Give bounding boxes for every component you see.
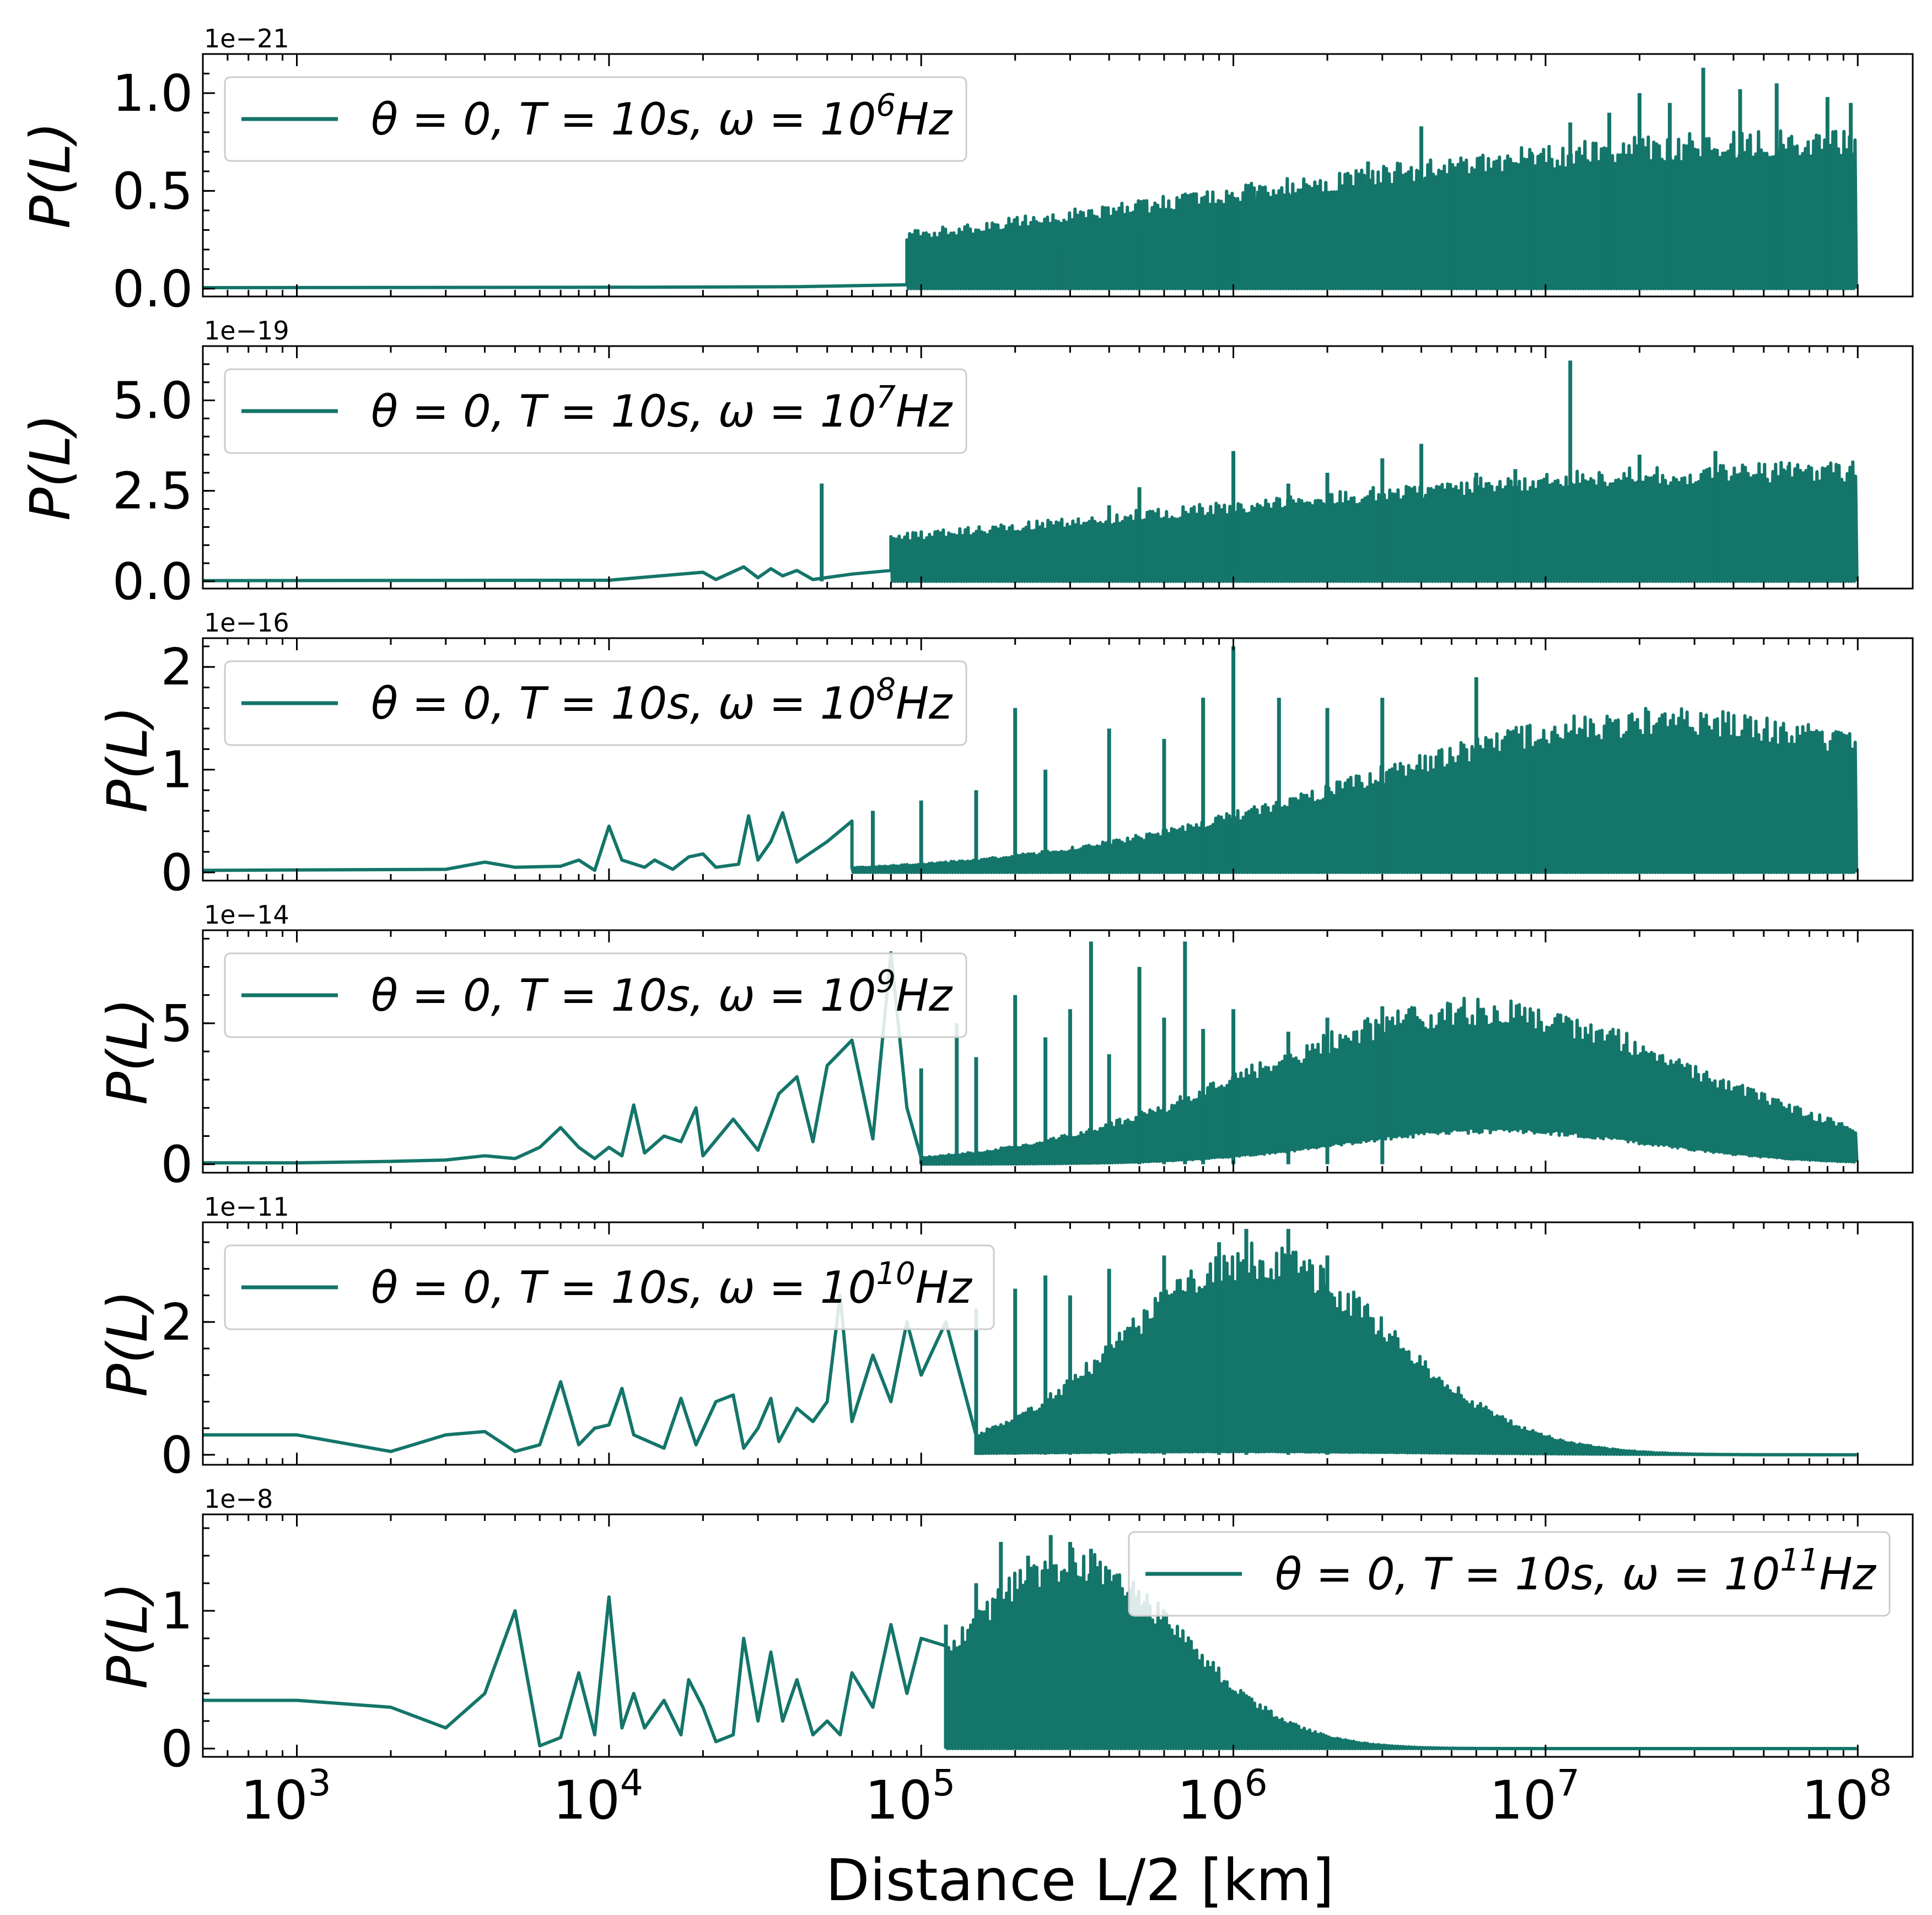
- x-axis-label: Distance L/2 [km]: [826, 1847, 1334, 1914]
- y-tick-label: 1.0: [112, 64, 193, 123]
- legend: θ = 0, T = 10s, ω = 106Hz: [224, 76, 967, 162]
- legend: θ = 0, T = 10s, ω = 108Hz: [224, 660, 967, 746]
- legend: θ = 0, T = 10s, ω = 1011Hz: [1128, 1531, 1891, 1617]
- y-exponent-label: 1e−21: [204, 24, 289, 53]
- y-tick-label: 0.0: [112, 552, 193, 611]
- legend-label: θ = 0, T = 10s, ω = 109Hz: [371, 964, 953, 1021]
- panel-1: 0.0 0.5 1.0 1e−21 P(L) θ = 0, T = 10s, ω = 10…: [18, 24, 1914, 319]
- legend: θ = 0, T = 10s, ω = 109Hz: [224, 952, 967, 1038]
- y-exponent-label: 1e−16: [204, 608, 289, 638]
- x-tick-label: 107: [1489, 1762, 1580, 1831]
- legend-label: θ = 0, T = 10s, ω = 1010Hz: [371, 1256, 973, 1313]
- y-tick-label: 0: [160, 843, 193, 902]
- y-tick-label: 1: [160, 1582, 193, 1641]
- legend-box: [224, 952, 967, 1038]
- series-line: [203, 460, 1859, 583]
- y-exponent-label: 1e−11: [204, 1192, 289, 1222]
- panel-6: 0 1 1e−8 P(L) θ = 0, T = 10s, ω = 1011Hz 103 1…: [95, 1484, 1914, 1831]
- legend-label: θ = 0, T = 10s, ω = 1011Hz: [1275, 1542, 1877, 1600]
- y-axis-label: P(L): [18, 122, 83, 229]
- x-tick-label: 108: [1801, 1762, 1892, 1831]
- legend-label: θ = 0, T = 10s, ω = 108Hz: [371, 672, 953, 729]
- axes-frame: [202, 1513, 1914, 1758]
- axes-frame: [202, 53, 1914, 298]
- axes-frame: [202, 345, 1914, 590]
- y-axis-label: P(L): [95, 1582, 160, 1689]
- panel-3: 0 1 2 1e−16 P(L) θ = 0, T = 10s, ω = 108Hz: [95, 608, 1914, 902]
- y-tick-label: 0: [160, 1135, 193, 1194]
- y-tick-label: 5: [160, 994, 193, 1053]
- legend-box: [224, 660, 967, 746]
- y-tick-label: 5.0: [112, 371, 193, 430]
- y-exponent-label: 1e−19: [204, 316, 289, 346]
- y-axis-label: P(L): [95, 706, 160, 813]
- axes-frame: [202, 637, 1914, 882]
- y-axis-label: P(L): [18, 414, 83, 521]
- x-tick-label: 103: [240, 1762, 331, 1831]
- y-tick-label: 0.0: [112, 260, 193, 319]
- x-tick-label: 105: [865, 1762, 955, 1831]
- legend-box: [224, 1244, 995, 1330]
- series-line: [203, 1547, 1857, 1750]
- panel-5: 0 2 1e−11 P(L) θ = 0, T = 10s, ω = 1010Hz: [95, 1192, 1914, 1485]
- series-line: [203, 706, 1859, 875]
- y-tick-label: 0.5: [112, 161, 193, 220]
- y-axis-label: P(L): [95, 998, 160, 1105]
- y-tick-label: 2: [160, 638, 193, 697]
- legend-label: θ = 0, T = 10s, ω = 106Hz: [371, 88, 953, 145]
- legend-box: [224, 76, 967, 162]
- y-tick-label: 0: [160, 1719, 193, 1778]
- y-exponent-label: 1e−8: [204, 1484, 273, 1514]
- y-exponent-label: 1e−14: [204, 900, 289, 930]
- legend: θ = 0, T = 10s, ω = 1010Hz: [224, 1244, 995, 1330]
- legend-box: [224, 368, 967, 454]
- y-tick-label: 0: [160, 1426, 193, 1485]
- axes-frame: [202, 1221, 1914, 1466]
- legend: θ = 0, T = 10s, ω = 107Hz: [224, 368, 967, 454]
- y-axis-label: P(L): [95, 1290, 160, 1397]
- y-tick-label: 2: [160, 1293, 193, 1352]
- panel-2: 0.0 2.5 5.0 1e−19 P(L) θ = 0, T = 10s, ω = 10…: [18, 316, 1914, 611]
- y-tick-label: 1: [160, 741, 193, 800]
- x-tick-label: 104: [553, 1762, 643, 1831]
- y-tick-label: 2.5: [112, 462, 193, 521]
- panel-4: 0 5 1e−14 P(L) θ = 0, T = 10s, ω = 109Hz: [95, 900, 1914, 1194]
- legend-label: θ = 0, T = 10s, ω = 107Hz: [371, 380, 953, 437]
- x-tick-label: 106: [1177, 1762, 1267, 1831]
- legend-box: [1128, 1531, 1891, 1617]
- series-line: [203, 1241, 1857, 1457]
